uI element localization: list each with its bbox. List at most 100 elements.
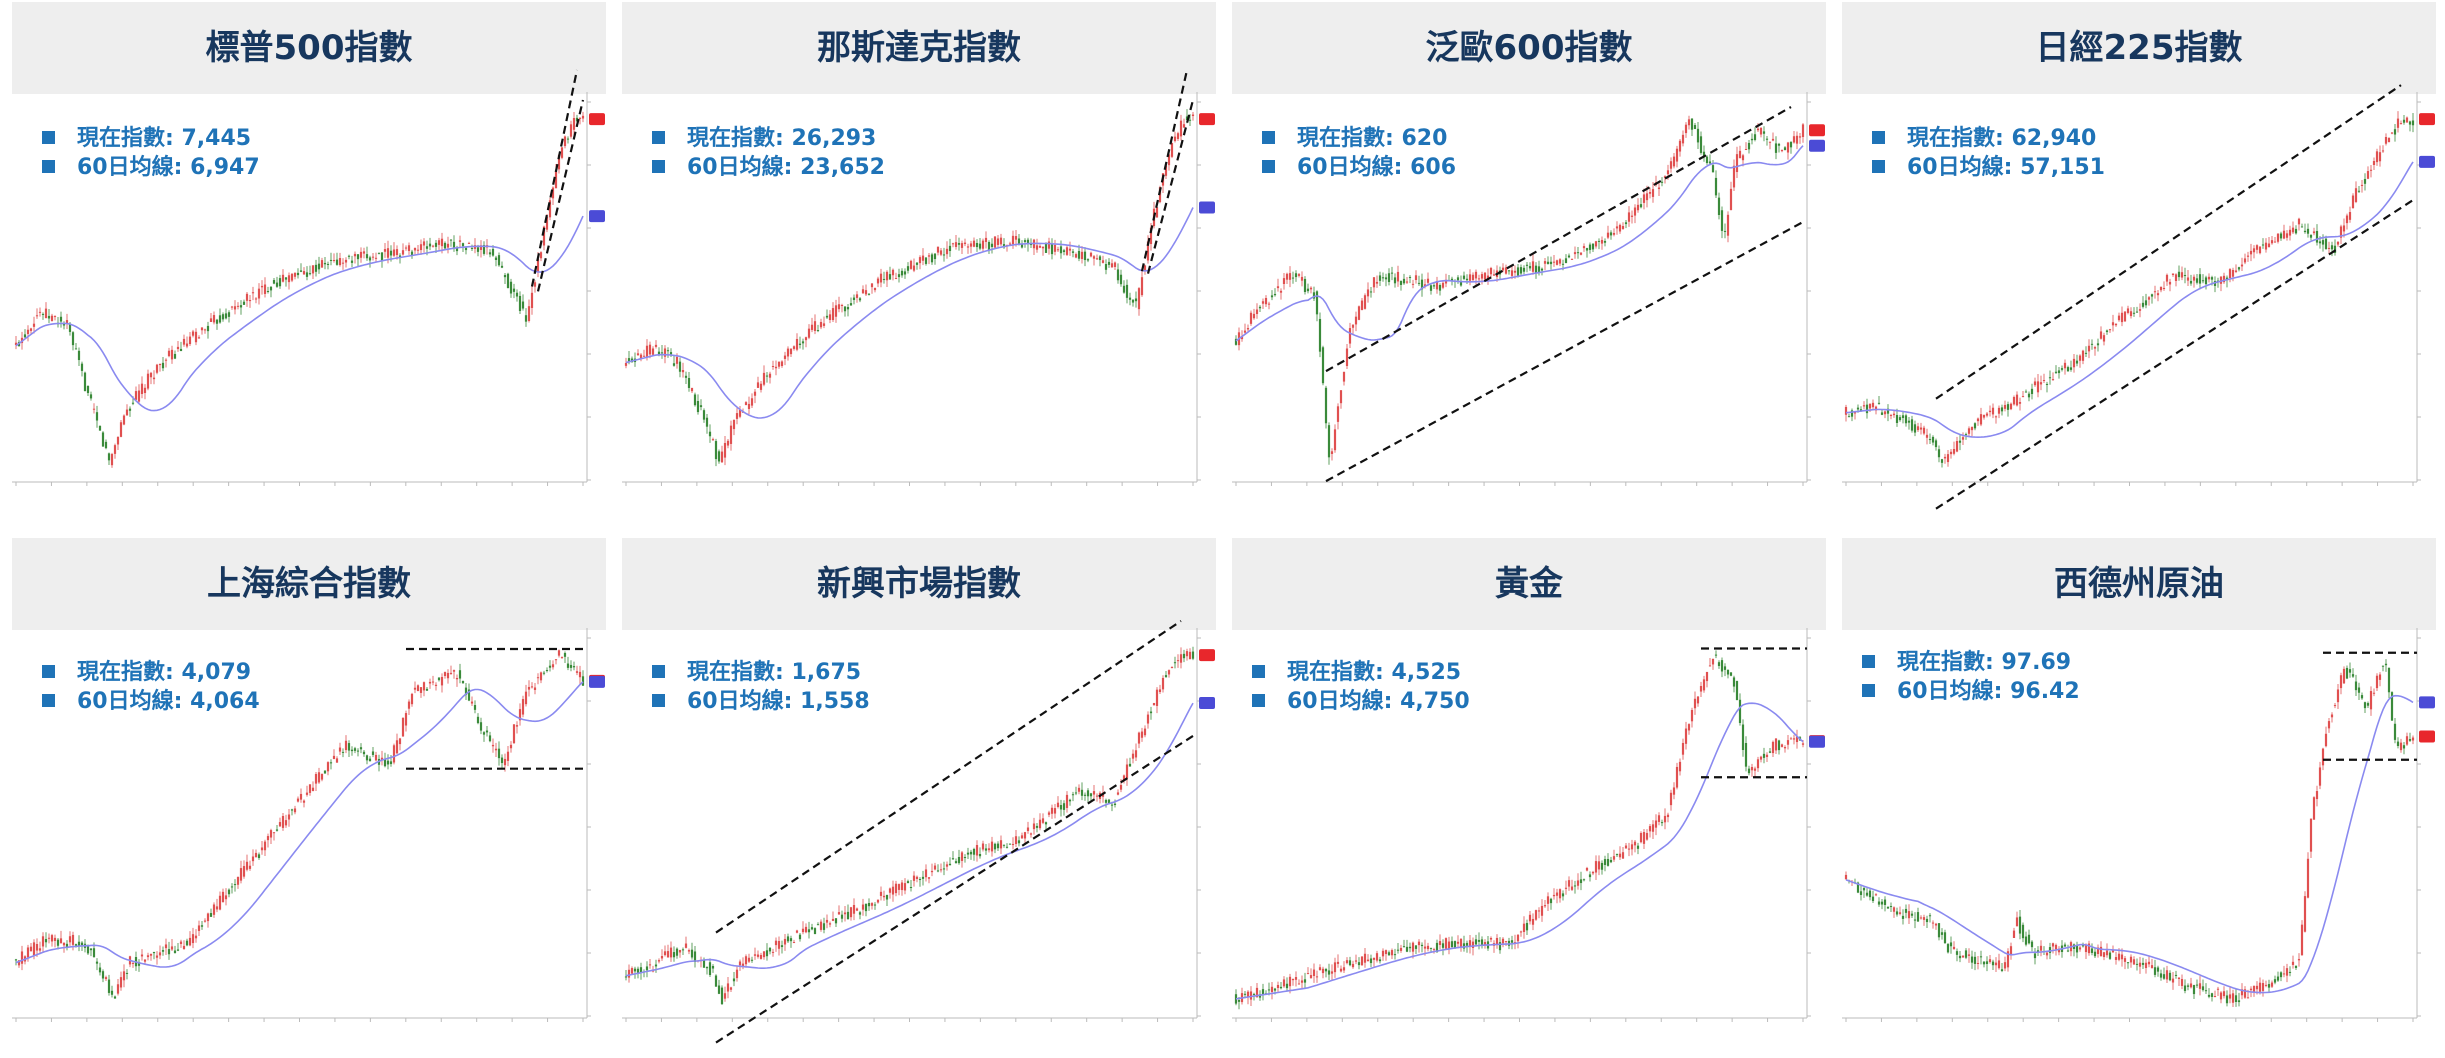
candle-body bbox=[1669, 161, 1673, 169]
candle-body bbox=[203, 329, 207, 331]
candle-body bbox=[2276, 976, 2280, 981]
candle-body bbox=[422, 241, 426, 246]
legend-current: 現在指數: 620 bbox=[1262, 120, 1456, 151]
candle-body bbox=[161, 950, 165, 952]
candles bbox=[14, 649, 585, 999]
candle-body bbox=[672, 363, 676, 366]
candle-body bbox=[1372, 957, 1376, 960]
candle-body bbox=[2012, 396, 2016, 405]
candle-body bbox=[1919, 427, 1923, 430]
candle-body bbox=[2321, 240, 2325, 245]
candle-body bbox=[861, 904, 865, 910]
candle-body bbox=[2189, 983, 2193, 988]
candle-body bbox=[693, 951, 697, 963]
candle-body bbox=[1570, 258, 1574, 260]
candle-body bbox=[1294, 977, 1298, 980]
candle-body bbox=[846, 911, 850, 920]
candle-body bbox=[110, 990, 114, 995]
candle-body bbox=[915, 876, 919, 879]
legend-marker-icon bbox=[1262, 160, 1275, 173]
candle-body bbox=[2360, 184, 2364, 186]
candle-body bbox=[1182, 124, 1186, 128]
candle-body bbox=[56, 939, 60, 946]
candle-body bbox=[2027, 934, 2031, 944]
candle-body bbox=[624, 976, 628, 978]
candle-body bbox=[2102, 335, 2106, 342]
panel-header bbox=[1842, 2, 2436, 94]
candle-body bbox=[50, 315, 54, 321]
candle-body bbox=[2258, 246, 2262, 254]
candle-body bbox=[98, 425, 102, 431]
candle-body bbox=[1167, 670, 1171, 675]
candle-body bbox=[173, 353, 177, 359]
trend-line-lower bbox=[1935, 199, 2414, 510]
candle-body bbox=[1931, 436, 1935, 443]
candle-body bbox=[1768, 141, 1772, 143]
candle-body bbox=[657, 351, 661, 356]
candle-body bbox=[506, 273, 510, 288]
candle-body bbox=[344, 259, 348, 263]
candle-body bbox=[449, 239, 453, 241]
candle-body bbox=[2264, 242, 2268, 250]
candle-body bbox=[894, 883, 898, 894]
candle-body bbox=[452, 670, 456, 672]
candle-body bbox=[1131, 753, 1135, 759]
candle-body bbox=[1513, 270, 1517, 273]
legend-ma60: 60日均線: 4,064 bbox=[42, 683, 260, 714]
candle-body bbox=[1973, 423, 1977, 429]
candle-body bbox=[2273, 241, 2277, 243]
candle-body bbox=[50, 935, 54, 942]
candle-body bbox=[813, 928, 817, 935]
candle-body bbox=[1062, 250, 1066, 253]
candle-body bbox=[350, 749, 354, 752]
candle-body bbox=[2252, 985, 2256, 993]
candle-body bbox=[1276, 286, 1280, 289]
candle-body bbox=[1053, 808, 1057, 814]
candle-body bbox=[2219, 276, 2223, 284]
candle-body bbox=[197, 337, 201, 339]
candle-body bbox=[293, 808, 297, 813]
candle-body bbox=[639, 354, 643, 359]
candle-body bbox=[765, 375, 769, 377]
candle-body bbox=[960, 243, 964, 248]
candle-body bbox=[569, 664, 573, 668]
candle-body bbox=[2351, 195, 2355, 209]
candle-body bbox=[1026, 827, 1030, 832]
candle-body bbox=[2216, 988, 2220, 990]
candle-body bbox=[512, 724, 516, 744]
candle-body bbox=[128, 408, 132, 411]
candle-body bbox=[392, 249, 396, 256]
candle-body bbox=[1372, 277, 1376, 288]
candle-body bbox=[1516, 267, 1520, 276]
candle-body bbox=[1991, 961, 1995, 966]
candle-body bbox=[714, 441, 718, 460]
candle-body bbox=[738, 961, 742, 966]
candle-body bbox=[1994, 962, 1998, 966]
candle-body bbox=[1261, 301, 1265, 304]
candle-body bbox=[1678, 140, 1682, 152]
candle-body bbox=[1270, 295, 1274, 298]
candle-body bbox=[825, 919, 829, 923]
candle-body bbox=[1690, 118, 1694, 130]
candle-body bbox=[1925, 918, 1929, 923]
candle-body bbox=[470, 701, 474, 704]
candle-body bbox=[1573, 252, 1577, 255]
legend-marker-icon bbox=[652, 160, 665, 173]
candle-body bbox=[2201, 986, 2205, 991]
candle-body bbox=[882, 278, 886, 280]
candle-body bbox=[1360, 956, 1364, 966]
candle-body bbox=[795, 930, 799, 933]
candle-body bbox=[1777, 143, 1781, 146]
candle-body bbox=[1979, 414, 1983, 425]
candle-body bbox=[2183, 985, 2187, 991]
candle-body bbox=[2276, 233, 2280, 242]
candle-body bbox=[1086, 790, 1090, 797]
candle-body bbox=[1967, 428, 1971, 434]
candle-body bbox=[1414, 275, 1418, 280]
candle-body bbox=[648, 964, 652, 966]
candle-body bbox=[891, 269, 895, 276]
candle-body bbox=[858, 912, 862, 915]
candle-body bbox=[1318, 318, 1322, 352]
candlestick-chart bbox=[1232, 92, 1825, 486]
candle-body bbox=[1732, 165, 1736, 188]
